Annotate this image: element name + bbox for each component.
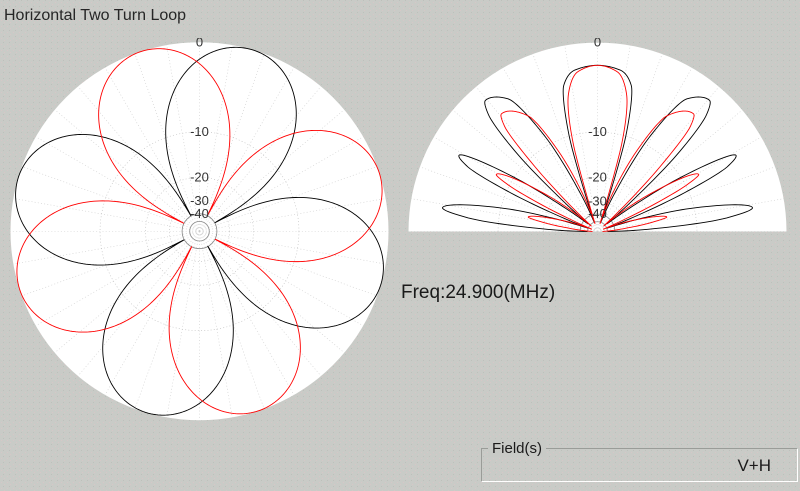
svg-text:-10: -10 xyxy=(190,124,209,139)
svg-text:-40: -40 xyxy=(588,206,607,221)
svg-text:-40: -40 xyxy=(190,206,209,221)
svg-text:-10: -10 xyxy=(588,124,607,139)
svg-text:-20: -20 xyxy=(588,170,607,185)
svg-text:0: 0 xyxy=(196,38,203,49)
svg-text:-20: -20 xyxy=(190,169,209,184)
svg-text:0: 0 xyxy=(594,38,601,50)
